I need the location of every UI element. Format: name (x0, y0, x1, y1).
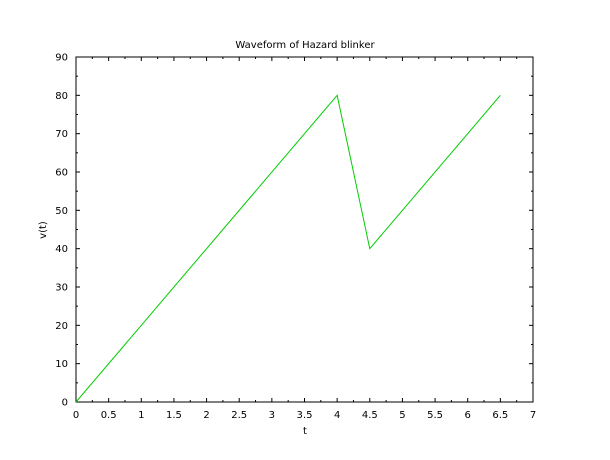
series-line (75, 94, 501, 403)
x-tick-label: 1 (138, 410, 144, 421)
x-tick-label: 6.5 (492, 410, 508, 421)
x-tick-label: 4.5 (362, 410, 378, 421)
y-tick-label: 50 (55, 206, 68, 217)
chart-title: Waveform of Hazard blinker (235, 40, 375, 51)
x-tick-label: 3.5 (297, 410, 313, 421)
x-axis-label: t (303, 426, 307, 437)
x-tick-label: 6 (465, 410, 471, 421)
y-tick-label: 30 (55, 283, 68, 294)
y-tick-label: 60 (55, 168, 68, 179)
y-tick-label: 20 (55, 321, 68, 332)
x-tick-label: 1.5 (166, 410, 182, 421)
x-tick-label: 4 (334, 410, 340, 421)
x-tick-label: 5 (399, 410, 405, 421)
y-tick-label: 70 (55, 129, 68, 140)
plot-frame (75, 56, 534, 403)
x-tick-label: 5.5 (427, 410, 443, 421)
x-tick-label: 7 (530, 410, 536, 421)
x-tick-label: 3 (269, 410, 275, 421)
y-tick-label: 10 (55, 359, 68, 370)
x-axis-ticks: 0 0.5 1 1.5 2 2.5 3 3.5 4 4.5 5 5.5 6 6.5 7 (73, 57, 536, 421)
y-tick-label: 0 (62, 398, 68, 409)
y-tick-label: 90 (55, 53, 68, 64)
x-tick-label: 2.5 (231, 410, 247, 421)
y-tick-label: 40 (55, 244, 68, 255)
y-axis-label: v(t) (38, 221, 49, 239)
y-axis-ticks: 0 10 20 30 40 50 60 70 80 90 (55, 53, 533, 409)
x-tick-label: 0 (73, 410, 79, 421)
x-tick-label: 2 (203, 410, 209, 421)
y-tick-label: 80 (55, 91, 68, 102)
x-tick-label: 0.5 (101, 410, 117, 421)
